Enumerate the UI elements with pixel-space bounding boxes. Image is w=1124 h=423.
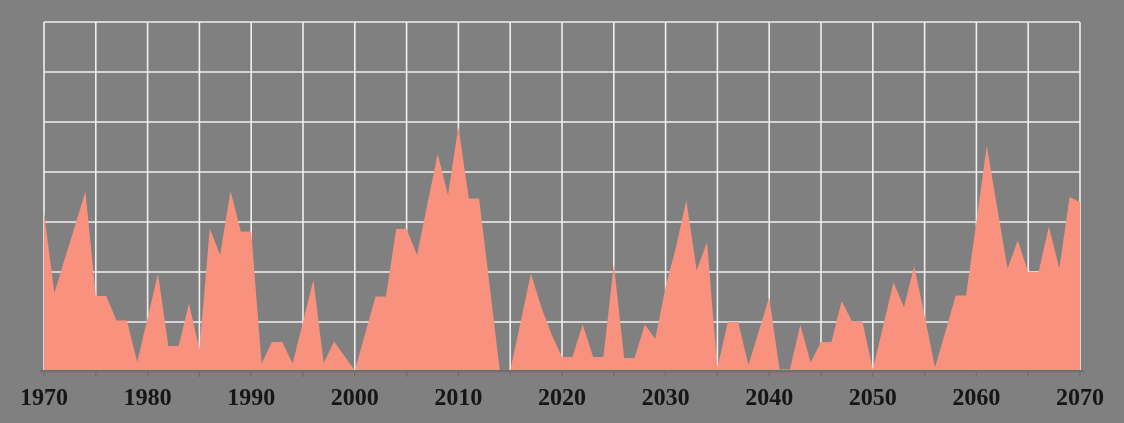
x-tick-label: 2060 — [952, 385, 1000, 411]
x-tick-label: 2040 — [745, 385, 793, 411]
x-tick-label: 2000 — [331, 385, 379, 411]
x-tick-label: 2020 — [538, 385, 586, 411]
x-tick-label: 1980 — [124, 385, 172, 411]
x-tick-label: 2030 — [642, 385, 690, 411]
x-tick-label: 2070 — [1056, 385, 1104, 411]
x-tick-label: 2010 — [434, 385, 482, 411]
x-tick-label: 2050 — [849, 385, 897, 411]
area-series — [44, 126, 1080, 372]
x-axis-ticks — [43, 372, 1081, 377]
x-tick-label: 1990 — [227, 385, 275, 411]
x-axis-labels: 1970 1980 1990 2000 2010 2020 2030 2040 2050 2060… — [20, 385, 1104, 411]
x-tick-label: 1970 — [20, 385, 68, 411]
